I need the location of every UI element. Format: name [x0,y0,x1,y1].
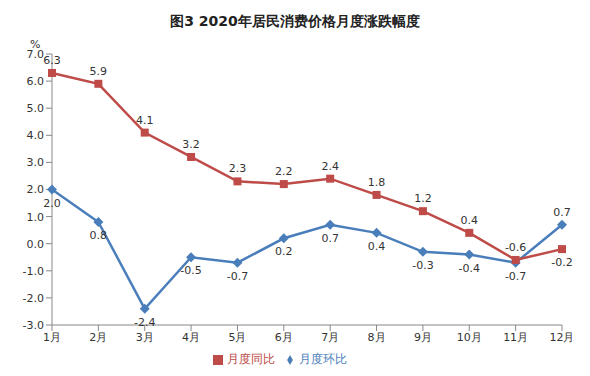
svg-text:10月: 10月 [457,331,482,344]
svg-text:1.2: 1.2 [414,192,432,205]
svg-text:-3.0: -3.0 [23,319,44,332]
svg-text:-0.3: -0.3 [412,259,433,272]
svg-text:9月: 9月 [414,331,432,344]
html-text:图3 2020年居民消费价格月度涨跌幅度: 图3 2020年居民消费价格月度涨跌幅度 [170,13,420,29]
svg-text:5.9: 5.9 [90,65,108,78]
svg-text:2.4: 2.4 [321,160,339,173]
svg-text:4.1: 4.1 [136,114,154,127]
svg-text:2月: 2月 [89,331,107,344]
svg-text:-0.2: -0.2 [551,256,572,269]
svg-text:0.2: 0.2 [275,245,293,258]
svg-text:7.0: 7.0 [27,48,45,61]
svg-text:2.2: 2.2 [275,165,293,178]
html-text:月度环比: 月度环比 [299,352,347,366]
svg-text:-1.0: -1.0 [23,265,44,278]
svg-text:3.0: 3.0 [27,156,45,169]
svg-text:6.0: 6.0 [27,75,45,88]
svg-text:6.3: 6.3 [43,54,61,67]
svg-text:4.0: 4.0 [27,129,45,142]
svg-text:0.4: 0.4 [461,214,479,227]
svg-text:0.0: 0.0 [27,238,45,251]
svg-text:2.3: 2.3 [229,162,247,175]
svg-text:4月: 4月 [182,331,200,344]
svg-text:-2.4: -2.4 [134,316,155,329]
svg-text:3月: 3月 [136,331,154,344]
svg-text:0.7: 0.7 [321,232,339,245]
svg-text:-0.7: -0.7 [505,270,526,283]
svg-text:1.0: 1.0 [27,211,45,224]
svg-text:5.0: 5.0 [27,102,45,115]
svg-text:2.0: 2.0 [27,183,45,196]
svg-text:0.4: 0.4 [368,240,386,253]
svg-text:8月: 8月 [368,331,386,344]
svg-text:6月: 6月 [275,331,293,344]
svg-text:0.8: 0.8 [90,229,108,242]
svg-text:1.8: 1.8 [368,176,386,189]
svg-text:11月: 11月 [503,331,528,344]
svg-text:0.7: 0.7 [553,206,571,219]
html-text:月度同比: 月度同比 [227,352,275,366]
svg-text:7月: 7月 [321,331,339,344]
svg-text:5月: 5月 [228,331,246,344]
svg-text:-0.7: -0.7 [227,270,248,283]
svg-text:3.2: 3.2 [182,138,200,151]
svg-text:2.0: 2.0 [43,197,61,210]
svg-text:-0.6: -0.6 [505,241,526,254]
svg-text:1月: 1月 [43,331,61,344]
svg-text:12月: 12月 [550,331,575,344]
svg-text:-2.0: -2.0 [23,292,44,305]
svg-text:-0.4: -0.4 [459,262,480,275]
svg-text:-0.5: -0.5 [180,264,201,277]
